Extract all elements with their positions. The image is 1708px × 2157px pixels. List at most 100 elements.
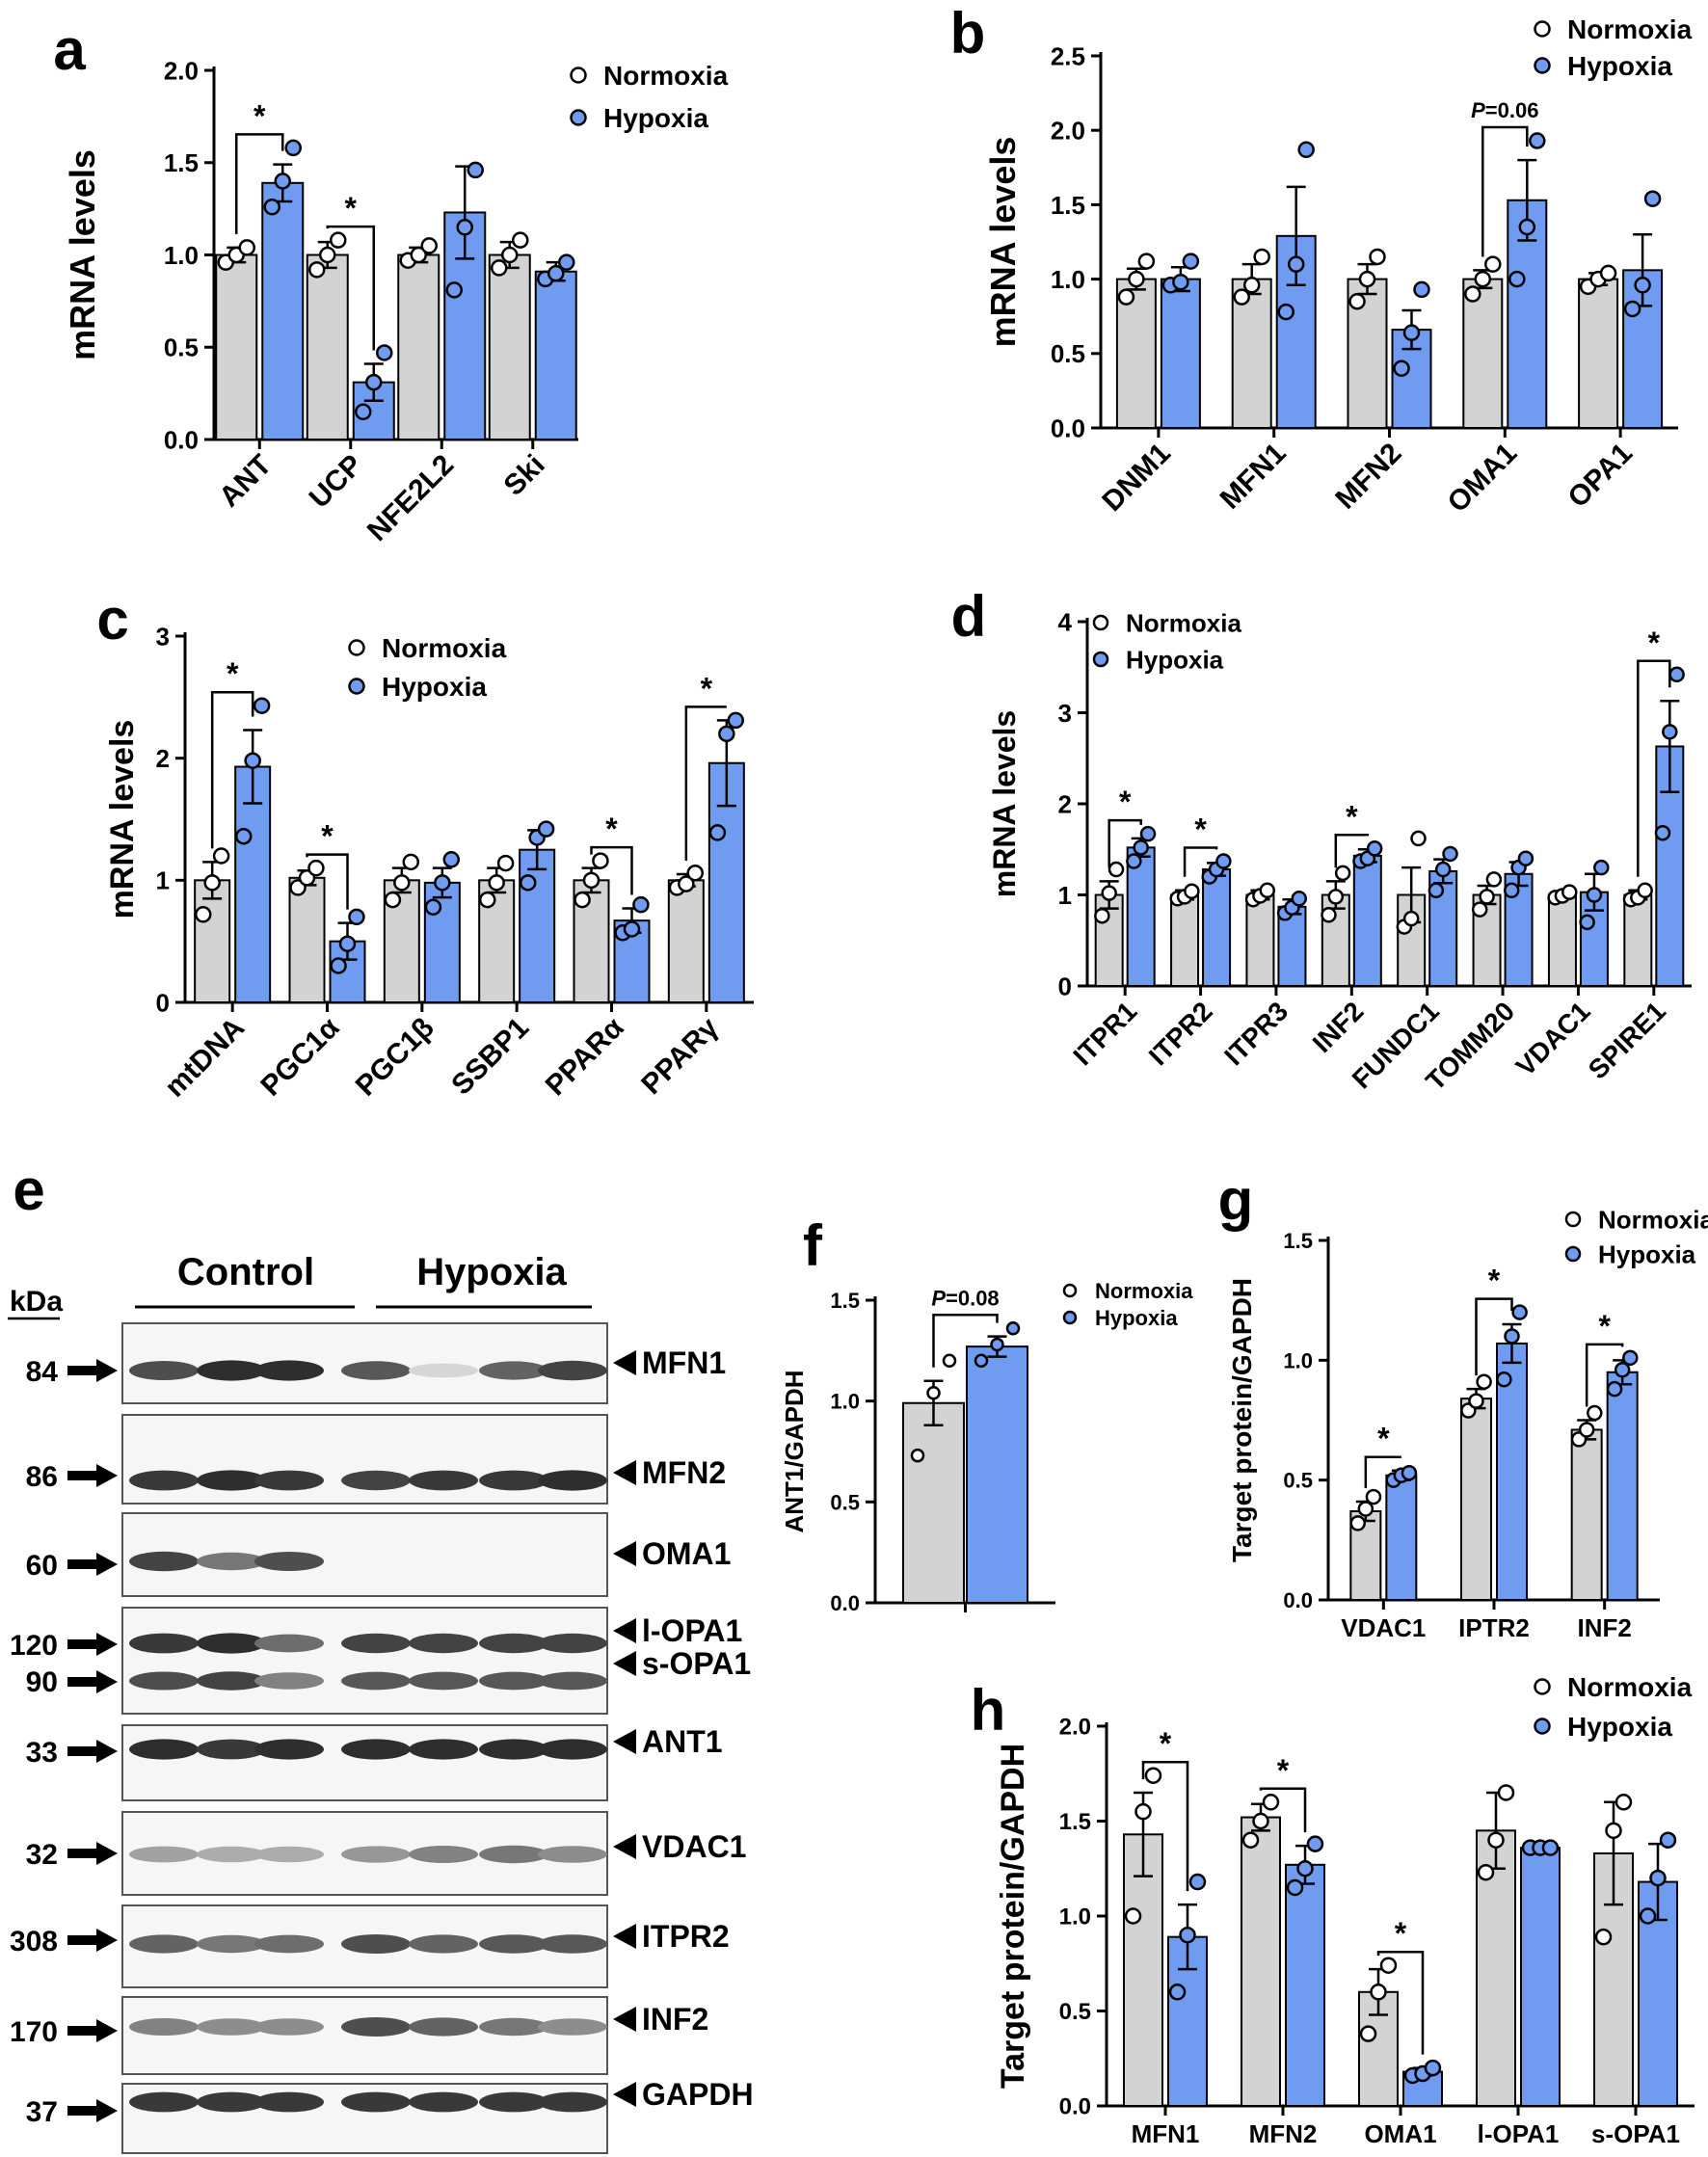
blot-band [197,1360,266,1381]
data-point-hypoxia-b [1277,303,1294,321]
data-point-normoxia-a [491,259,508,277]
data-point-hypoxia-f [1005,1321,1021,1336]
legend-label-b: Hypoxia [1567,51,1672,81]
significance-marker-a: * [254,98,266,133]
protein-arrowhead-icon [613,1350,636,1375]
y-tick-label-d: 1 [1058,881,1072,910]
x-tick-label-h: MFN2 [1249,2119,1318,2148]
data-point-hypoxia-c [338,935,357,952]
blot-band [129,1934,199,1954]
data-point-hypoxia-a [467,161,484,179]
data-point-normoxia-h [1359,2025,1377,2042]
kda-marker-value: 86 [26,1461,58,1493]
data-point-hypoxia-c [244,752,261,769]
blot-band [129,1361,199,1380]
bar-hypoxia-d [1126,846,1156,987]
kda-marker-value: 32 [26,1839,58,1871]
data-point-hypoxia-b [1413,280,1430,299]
x-tick-label-a: UCP [304,449,369,515]
data-point-hypoxia-g [1614,1362,1631,1378]
data-point-hypoxia-c [442,851,461,868]
x-tick-label-b: DNM1 [1096,438,1176,518]
blot-band [197,2018,266,2036]
data-point-normoxia-g [1365,1488,1382,1505]
bar-normoxia-b [1578,278,1619,429]
legend-label-h: Normoxia [1567,1672,1693,1702]
bar-normoxia-a [306,253,349,440]
data-point-hypoxia-f [990,1337,1004,1352]
y-axis-label-f: ANT1/GAPDH [780,1370,809,1532]
y-tick-label-b: 2.5 [1051,41,1085,70]
data-point-normoxia-b [1242,277,1261,294]
data-point-normoxia-a [308,261,326,279]
blot-band [341,1633,411,1654]
protein-arrowhead-icon [613,2082,636,2107]
y-axis-label-d: mRNA levels [987,710,1022,897]
data-point-hypoxia-h [1306,1835,1324,1852]
protein-arrowhead-icon [613,1541,636,1566]
significance-bracket-c [684,706,727,861]
kda-marker-value: 90 [26,1666,58,1698]
data-point-normoxia-d [1402,910,1420,927]
data-point-normoxia-c [496,854,515,872]
bar-normoxia-f [902,1401,965,1605]
y-tick-label-a: 1.5 [164,148,199,177]
legend-label-d: Hypoxia [1126,645,1224,674]
data-point-normoxia-d [1321,907,1337,923]
y-axis-label-c: mRNA levels [104,720,141,919]
blot-band [197,1846,266,1863]
data-point-hypoxia-a [547,264,565,282]
x-tick-label-h: MFN1 [1132,2119,1200,2148]
data-point-hypoxia-b [1643,190,1662,207]
protein-label: OMA1 [642,1536,731,1571]
panel-letter-a: a [53,17,86,82]
blot-band [409,1671,478,1691]
significance-marker-h: * [1277,1753,1290,1788]
data-point-hypoxia-h [1179,1926,1196,1944]
protein-arrowhead-icon [613,1460,636,1485]
data-point-normoxia-d [1410,830,1427,847]
y-tick-label-f: 0.0 [830,1591,860,1615]
data-point-normoxia-b [1369,248,1386,266]
data-point-hypoxia-d [1428,882,1445,899]
blot-band [341,1671,411,1691]
data-point-hypoxia-c [537,820,555,838]
bar-normoxia-d [1623,893,1653,987]
data-point-normoxia-g [1357,1501,1374,1517]
protein-label: MFN1 [642,1345,726,1380]
data-point-normoxia-h [1379,1957,1398,1974]
legend-label-c: Hypoxia [382,672,487,702]
significance-bracket-d [1108,818,1142,868]
blot-band [538,1470,607,1491]
blot-band [254,1470,324,1491]
blot-band [479,1671,548,1691]
data-point-normoxia-b [1484,255,1502,273]
bar-normoxia-b [1462,278,1504,429]
blot-band [341,1846,411,1863]
protein-label: MFN2 [642,1455,726,1490]
x-tick-label-h: l-OPA1 [1478,2119,1560,2148]
bar-normoxia-c [667,879,705,1003]
significance-bracket-a [326,225,375,351]
data-point-normoxia-h [1134,1802,1152,1821]
data-point-hypoxia-c [234,827,253,845]
blot-band [479,2017,548,2037]
y-tick-label-f: 1.0 [830,1390,860,1414]
x-tick-label-d: ITPR2 [1143,996,1218,1071]
significance-marker-d: * [1194,812,1207,847]
bar-normoxia-d [1547,893,1577,987]
data-point-hypoxia-a [355,403,372,421]
data-point-normoxia-h [1477,1863,1495,1881]
data-point-hypoxia-g [1511,1304,1528,1320]
data-point-hypoxia-d [1442,845,1458,863]
legend-marker-a [570,67,587,84]
protein-arrowhead-icon [613,1729,636,1754]
bar-normoxia-c [194,879,231,1003]
x-tick-label-d: ITPR3 [1218,996,1294,1071]
data-point-hypoxia-g [1496,1371,1512,1388]
blot-band [129,1671,199,1691]
blot-band [538,1846,607,1863]
blot-band [479,1633,548,1654]
bar-hypoxia-b [1160,278,1201,429]
data-point-hypoxia-d [1586,887,1603,903]
